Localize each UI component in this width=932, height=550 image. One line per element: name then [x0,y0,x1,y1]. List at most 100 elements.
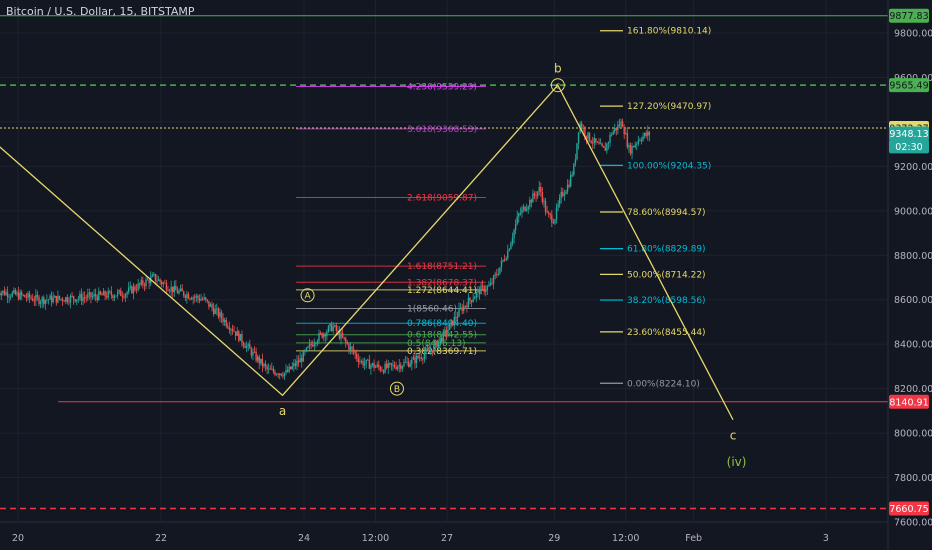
candle-body [640,140,643,141]
candle-body [540,187,542,192]
fib-extension-label: 2.618(9059.87) [407,194,477,204]
candle-body [283,372,286,377]
candle-body [448,323,451,330]
fib-extension-label: 1.272(8644.41) [407,286,477,296]
candle-body [46,299,48,301]
candle-body [272,368,275,372]
candle-body [555,207,558,220]
candle-body [403,362,405,367]
candle-body [5,292,7,295]
candle-body [132,286,135,294]
candle-body [121,295,124,297]
candle-body [299,358,301,363]
candle-body [186,294,188,298]
candle-body [301,358,303,362]
price-candles [0,118,651,381]
fib-extension-label: 0.5(8406.13) [407,339,466,349]
candle-body [431,350,433,353]
candle-body [349,346,352,350]
candle-body [245,345,248,348]
candle-body [557,204,559,208]
candle-body [63,300,65,302]
candle-body [170,286,172,291]
price-badge-bg [889,139,929,154]
candle-body [294,363,297,366]
candle-body [61,298,64,301]
candle-body [470,300,473,302]
candle-body [549,213,551,216]
candle-body [368,359,371,369]
candle-body [547,212,550,214]
candle-body [340,333,342,339]
candle-body [93,294,95,296]
candle-body [568,184,570,187]
candle-body [267,368,270,370]
candle-body [574,159,577,165]
candle-body [165,282,168,290]
candle-body [536,191,539,197]
candle-body [343,337,345,339]
candle-body [406,361,408,363]
candle-body [302,351,304,362]
candle-body [503,259,506,261]
candle-body [563,194,566,196]
candle-body [195,295,198,298]
candle-body [374,366,377,368]
candle-body [571,174,573,176]
candle-body [332,326,334,331]
candle-body [14,290,17,295]
candle-body [518,213,520,217]
candle-body [102,291,105,296]
candle-body [411,359,413,365]
candle-body [168,290,171,292]
price-badge-label: 9565.49 [889,81,928,92]
candle-body [10,296,12,298]
candle-body [529,199,531,207]
candle-body [496,274,498,275]
candle-body [585,135,588,139]
candle-body [643,133,646,137]
candle-body [384,363,386,373]
wave-label-circle [300,288,315,303]
candle-body [642,136,644,141]
candle-body [55,295,58,303]
wave-lines [0,84,734,421]
candle-body [255,351,257,361]
candle-body [197,295,199,299]
candle-body [143,284,146,286]
candle-body [398,364,400,367]
candle-body [538,187,540,192]
price-badge-bg [889,501,929,516]
candle-body [330,324,333,331]
candle-body [639,140,641,141]
wave-polyline [0,84,734,421]
candle-body [315,343,317,345]
candle-body [140,280,142,285]
candle-body [76,299,78,302]
candle-body [94,294,97,297]
candle-body [72,296,75,300]
candle-body [519,213,522,215]
candle-body [494,274,496,276]
candle-body [447,329,449,334]
price-badge-bg [889,8,929,23]
candle-body [513,229,515,238]
candle-body [445,329,448,334]
candle-body [148,279,150,284]
candle-body [296,360,298,366]
candle-body [13,290,15,293]
candle-body [614,128,616,132]
candle-body [146,279,149,281]
candle-body [291,366,293,369]
candle-body [474,297,476,300]
price-axis-tick: 9800.00 [894,29,932,40]
time-axis[interactable]: 20 22 24 12:00 27 29 12:00 Feb 3 [12,533,829,544]
candle-body [216,308,218,310]
candle-body [312,344,314,347]
candle-body [576,143,578,160]
candle-body [418,357,421,359]
candle-body [99,291,102,295]
candle-body [472,299,474,302]
candle-body [90,292,92,298]
